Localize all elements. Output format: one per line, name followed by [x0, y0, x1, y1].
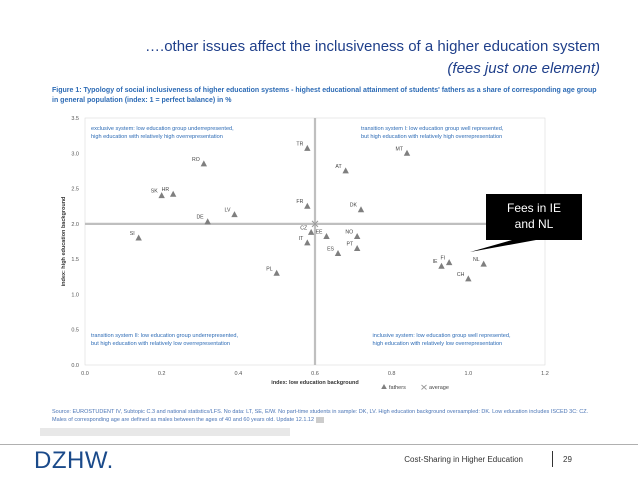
point-label: LV [225, 208, 231, 214]
quadrant-label-line2: but high education with relatively high … [361, 134, 502, 140]
quadrant-label-line2: but high education with relatively low o… [91, 341, 230, 347]
y-tick-label: 0.5 [71, 328, 79, 334]
update-icon [316, 416, 325, 423]
point-label: HR [162, 187, 170, 193]
quadrant-label-line1: inclusive system: low education group we… [373, 333, 511, 339]
quadrant-label-line1: transition system I: low education group… [361, 126, 504, 132]
data-point-de [204, 218, 211, 225]
quadrant-label-line2: high education with relatively high over… [91, 134, 223, 140]
data-point-it [304, 239, 311, 246]
average-marker [311, 220, 319, 228]
data-point-ch [465, 275, 472, 282]
x-tick-label: 0.4 [235, 371, 243, 377]
data-point-lv [231, 211, 238, 218]
callout-pointer [470, 240, 536, 252]
fees-callout: Fees in IE and NL [486, 194, 582, 240]
legend-average-label: average [429, 385, 449, 391]
point-label: SK [151, 189, 158, 195]
data-point-fi [445, 259, 453, 266]
y-tick-label: 1.0 [71, 292, 79, 298]
data-point-es [334, 249, 342, 256]
logo-text: DZHW [34, 447, 107, 474]
point-label: ES [327, 246, 334, 252]
slide-title-line2: (fees just one element) [447, 60, 600, 77]
point-label: SI [130, 231, 135, 237]
x-tick-label: 1.2 [541, 371, 549, 377]
legend-fathers-marker [381, 384, 387, 389]
dzhw-logo: DZHW. [34, 447, 114, 475]
x-tick-label: 0.2 [158, 371, 166, 377]
point-label: FR [296, 199, 303, 205]
page-number: 29 [563, 455, 572, 464]
logo-dot: . [106, 447, 114, 474]
y-tick-label: 3.5 [71, 116, 79, 122]
data-point-pt [353, 245, 361, 252]
y-tick-label: 3.0 [71, 151, 79, 157]
point-label: CZ [300, 225, 307, 231]
point-label: NO [345, 230, 353, 236]
slide-title-line1: ….other issues affect the inclusiveness … [145, 38, 600, 55]
x-tick-label: 0.8 [388, 371, 396, 377]
point-label: MT [396, 146, 404, 152]
point-label: IT [299, 236, 304, 242]
y-tick-label: 1.5 [71, 257, 79, 263]
y-axis-label: index: high education background [61, 197, 67, 287]
data-point-ro [200, 160, 208, 167]
y-tick-label: 2.5 [71, 187, 79, 193]
data-point-cz [307, 228, 315, 235]
x-tick-label: 1.0 [465, 371, 473, 377]
x-tick-label: 0.6 [311, 371, 319, 377]
point-label: FI [441, 256, 446, 262]
source-note-text: Source: EUROSTUDENT IV, Subtopic C.3 and… [52, 409, 589, 423]
legend-average-marker [421, 384, 427, 390]
point-label: TR [296, 141, 303, 147]
point-label: IE [433, 259, 438, 265]
horizontal-scrollbar[interactable] [40, 428, 290, 436]
quadrant-label-line1: transition system II: low education grou… [91, 333, 239, 339]
data-point-sk [158, 192, 165, 199]
point-label: AT [335, 164, 342, 170]
point-label: DE [196, 215, 204, 221]
data-point-ie [438, 262, 445, 269]
footer-divider [0, 444, 638, 445]
data-point-fr [304, 202, 311, 209]
footer-separator [552, 451, 553, 467]
point-label: DK [350, 203, 358, 209]
point-label: PL [266, 266, 272, 272]
legend-fathers-label: fathers [389, 385, 406, 391]
data-point-dk [357, 206, 365, 213]
data-point-no [353, 233, 361, 240]
source-note: Source: EUROSTUDENT IV, Subtopic C.3 and… [52, 408, 600, 424]
data-point-ee [323, 233, 330, 240]
data-point-at [342, 167, 349, 174]
point-label: EE [316, 230, 323, 236]
data-point-mt [403, 149, 411, 156]
point-label: RO [192, 157, 200, 163]
callout-line2: and NL [514, 217, 554, 231]
figure-caption: Figure 1: Typology of social inclusivene… [52, 87, 597, 104]
data-point-nl [480, 260, 487, 267]
quadrant-label-line2: high education with relatively low overr… [373, 341, 503, 347]
x-tick-label: 0.0 [81, 371, 89, 377]
data-point-tr [304, 144, 311, 151]
callout-line1: Fees in IE [506, 201, 562, 215]
y-tick-label: 0.0 [71, 363, 79, 369]
y-tick-label: 2.0 [71, 222, 79, 228]
data-point-si [135, 234, 142, 241]
x-axis-label: index: low education background [271, 380, 358, 386]
point-label: NL [473, 257, 480, 263]
data-point-hr [169, 190, 177, 197]
point-label: CH [457, 272, 465, 278]
footer-title: Cost-Sharing in Higher Education [404, 455, 523, 464]
quadrant-label-line1: exclusive system: low education group un… [91, 126, 234, 132]
scatter-chart: 0.0 0.5 1.0 1.5 2.0 2.5 3.0 3.5 0.0 0.2 0.4 0.6 0.8 1… [61, 116, 549, 391]
data-point-pl [273, 269, 280, 276]
point-label: PT [347, 242, 354, 248]
